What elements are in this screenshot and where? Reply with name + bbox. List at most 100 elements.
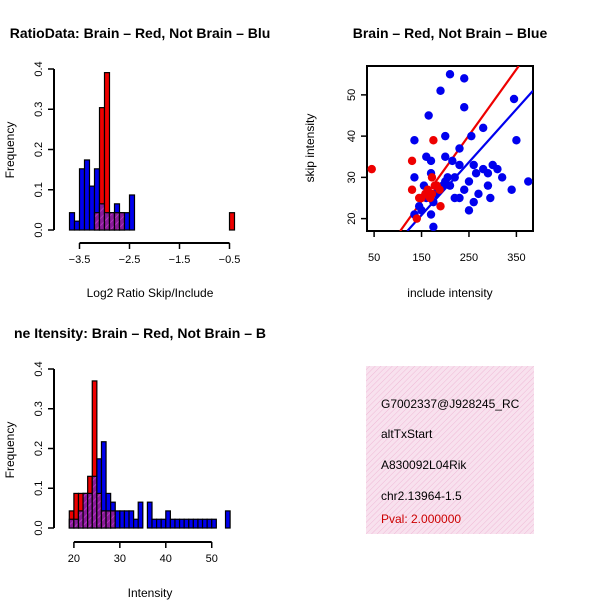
ratio-histogram-bar-not-brain xyxy=(128,194,136,231)
scatter-point-not-brain xyxy=(469,197,478,207)
scatter-x-tick-label: 250 xyxy=(460,252,478,264)
intensity-histogram-bar-overlap xyxy=(105,510,112,529)
intensity-histogram-y-tick-label: 0.3 xyxy=(33,401,45,416)
intensity-scatter-panel: Brain – Red, Not Brain – Blue include in… xyxy=(303,25,547,300)
ratio-histogram-bar-overlap xyxy=(93,212,101,231)
scatter-point-not-brain xyxy=(450,173,459,182)
scatter-point-not-brain xyxy=(460,185,469,194)
scatter-point-not-brain xyxy=(441,152,450,161)
intensity-histogram-bar-not-brain xyxy=(114,510,121,529)
intensity-histogram-bar-not-brain xyxy=(151,518,158,529)
scatter-point-brain xyxy=(407,185,417,194)
scatter-point-not-brain xyxy=(445,70,455,79)
scatter-point-not-brain xyxy=(512,136,521,145)
scatter-y-tick-label: 20 xyxy=(346,213,358,225)
scatter-point-not-brain xyxy=(471,169,481,178)
scatter-point-not-brain xyxy=(464,206,474,215)
ratio-histogram-x-tick-label: −3.5 xyxy=(69,254,91,266)
intensity-histogram-x-tick-label: 30 xyxy=(114,553,126,565)
intensity-histogram-bar-not-brain xyxy=(119,510,126,529)
ratio-histogram-title: RatioData: Brain – Red, Not Brain – Blu xyxy=(10,25,271,41)
info-event-type: altTxStart xyxy=(381,427,433,441)
scatter-point-not-brain xyxy=(448,156,457,166)
ratio-histogram-x-tick-label: −0.5 xyxy=(219,254,241,266)
intensity-histogram-bar-not-brain xyxy=(123,510,130,529)
intensity-histogram-bar-not-brain xyxy=(197,518,204,529)
ratio-histogram-x-tick-label: −1.5 xyxy=(169,254,191,266)
scatter-point-not-brain xyxy=(443,173,452,182)
scatter-xlabel: include intensity xyxy=(407,286,492,300)
scatter-point-not-brain xyxy=(509,94,519,104)
ratio-histogram-xlabel: Log2 Ratio Skip/Include xyxy=(87,286,214,300)
ratio-histogram-bar-not-brain xyxy=(73,220,81,231)
ratio-histogram-bar-not-brain xyxy=(83,159,91,231)
intensity-histogram-bar-not-brain xyxy=(201,518,208,529)
intensity-histogram-bar-not-brain xyxy=(165,510,171,529)
scatter-plot-box xyxy=(366,65,534,232)
scatter-point-not-brain xyxy=(460,74,469,83)
intensity-histogram-panel: ne Itensity: Brain – Red, Not Brain – B … xyxy=(3,325,266,600)
scatter-point-brain xyxy=(429,136,438,145)
intensity-histogram-y-tick-label: 0.1 xyxy=(33,481,45,496)
scatter-point-brain xyxy=(407,156,417,166)
scatter-point-not-brain xyxy=(436,86,445,95)
ratio-histogram-ylabel: Frequency xyxy=(3,122,17,179)
ratio-histogram-bar-not-brain xyxy=(88,185,96,231)
scatter-x-tick-label: 150 xyxy=(412,252,430,264)
ratio-histogram-bar-not-brain xyxy=(68,212,76,231)
ratio-histogram-panel: RatioData: Brain – Red, Not Brain – Blu … xyxy=(3,25,270,300)
intensity-histogram-bar-not-brain xyxy=(137,501,144,529)
intensity-histogram-bar-overlap xyxy=(82,492,89,529)
intensity-histogram-bar-overlap xyxy=(100,510,107,529)
scatter-point-not-brain xyxy=(424,111,433,120)
intensity-histogram-bar-not-brain xyxy=(206,518,213,529)
ratio-histogram-y-tick-label: 0.0 xyxy=(33,222,45,237)
scatter-point-not-brain xyxy=(483,169,493,178)
intensity-histogram-bar-not-brain xyxy=(146,501,153,529)
info-gene-name: A830092L04Rik xyxy=(381,458,467,472)
scatter-point-not-brain xyxy=(474,189,483,199)
intensity-histogram-bar-overlap xyxy=(96,492,103,529)
scatter-x-tick-label: 50 xyxy=(368,252,380,264)
scatter-point-not-brain xyxy=(426,210,436,219)
scatter-y-tick-label: 50 xyxy=(346,89,358,101)
intensity-histogram-bar-not-brain xyxy=(174,518,181,529)
intensity-histogram-y-tick-label: 0.2 xyxy=(33,441,45,456)
scatter-clipped-layer xyxy=(367,66,533,231)
ratio-histogram-bar-not-brain xyxy=(123,212,131,231)
ratio-histogram-x-tick-label: −2.5 xyxy=(119,254,141,266)
scatter-title: Brain – Red, Not Brain – Blue xyxy=(353,25,548,41)
intensity-histogram-bar-overlap xyxy=(77,510,84,529)
scatter-fit-line-not-brain xyxy=(406,90,533,231)
ratio-histogram-bar-overlap xyxy=(118,212,126,231)
intensity-histogram-bar-not-brain xyxy=(128,510,135,529)
intensity-histogram-x-tick-label: 50 xyxy=(206,553,218,565)
ratio-histogram-bar-not-brain xyxy=(78,168,86,231)
ratio-histogram-bar-overlap xyxy=(98,203,106,231)
ratio-histogram-y-tick-label: 0.2 xyxy=(33,142,45,157)
scatter-point-not-brain xyxy=(493,164,502,174)
scatter-y-tick-label: 30 xyxy=(346,171,358,183)
scatter-x-tick-label: 350 xyxy=(507,252,525,264)
intensity-histogram-bar-not-brain xyxy=(192,518,199,529)
info-panel: G7002337@J928245_RC altTxStart A830092L0… xyxy=(366,366,534,534)
info-location: chr2.13964-1.5 xyxy=(381,489,462,503)
intensity-histogram-axes: 20 30 40 50 0.0 0.1 0.2 0.3 0.4 xyxy=(33,361,218,565)
scatter-point-not-brain xyxy=(410,173,419,182)
scatter-point-brain xyxy=(427,189,437,199)
ratio-histogram-bar-overlap xyxy=(113,212,121,231)
scatter-point-not-brain xyxy=(486,193,495,203)
intensity-histogram-bar-not-brain xyxy=(169,518,176,529)
scatter-point-not-brain xyxy=(429,222,438,231)
scatter-ylabel: skip intensity xyxy=(303,114,317,183)
scatter-y-tick-label: 40 xyxy=(346,130,358,142)
intensity-histogram-bar-overlap xyxy=(68,518,75,529)
intensity-histogram-bar-not-brain xyxy=(133,518,139,529)
scatter-marks xyxy=(367,66,533,231)
ratio-histogram-y-tick-label: 0.3 xyxy=(33,102,45,117)
intensity-histogram-y-tick-label: 0.4 xyxy=(33,361,45,376)
ratio-histogram-bar-overlap xyxy=(103,212,111,231)
scatter-axes: 50 150 250 350 20 30 40 50 xyxy=(346,89,526,264)
intensity-histogram-bar-not-brain xyxy=(155,518,162,529)
intensity-histogram-bar-overlap xyxy=(73,518,80,529)
